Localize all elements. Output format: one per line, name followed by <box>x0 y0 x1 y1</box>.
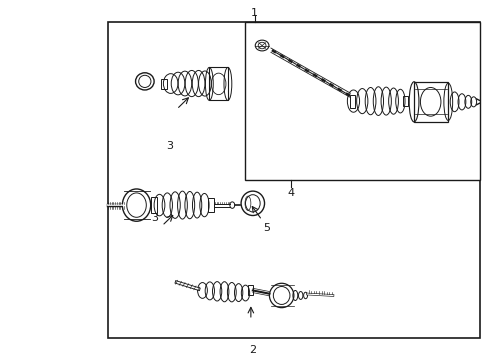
Text: 3: 3 <box>166 141 173 151</box>
Bar <box>349 95 355 108</box>
Bar <box>208 198 214 212</box>
Text: 2: 2 <box>249 345 256 355</box>
Bar <box>108 22 480 338</box>
Ellipse shape <box>122 189 151 221</box>
Bar <box>161 78 167 89</box>
Text: 3: 3 <box>151 213 158 222</box>
Text: 4: 4 <box>288 188 295 198</box>
Bar <box>414 82 448 122</box>
Bar <box>209 67 228 100</box>
Ellipse shape <box>270 283 294 308</box>
Bar <box>248 285 253 296</box>
Text: 1: 1 <box>251 8 258 18</box>
Bar <box>151 197 157 213</box>
Bar <box>403 96 408 107</box>
Ellipse shape <box>241 191 265 216</box>
Bar <box>245 22 480 180</box>
Text: 5: 5 <box>264 224 270 233</box>
